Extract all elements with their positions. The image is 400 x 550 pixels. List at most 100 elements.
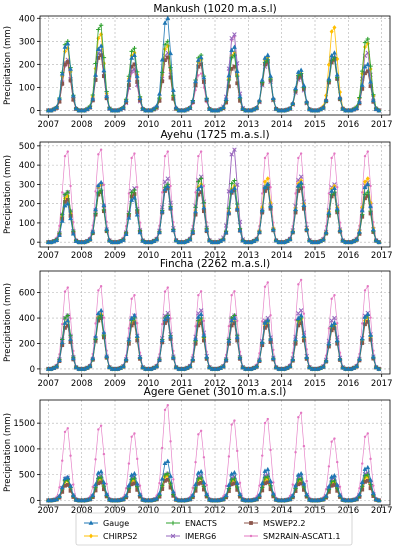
data-point	[262, 320, 268, 325]
data-point	[234, 334, 240, 340]
data-point	[201, 204, 207, 210]
data-point	[198, 176, 204, 181]
y-tick-label: 600	[19, 289, 35, 299]
data-point	[201, 74, 207, 80]
data-point	[336, 186, 339, 189]
data-point	[60, 81, 65, 86]
data-point	[66, 286, 69, 289]
data-point	[240, 105, 246, 111]
data-point	[99, 424, 103, 427]
data-point	[198, 308, 204, 313]
data-point	[137, 95, 143, 101]
data-point	[368, 79, 373, 84]
data-point	[332, 185, 337, 191]
data-point	[268, 478, 273, 484]
data-point	[265, 186, 270, 191]
y-tick-label: 1500	[13, 419, 35, 429]
data-point	[337, 492, 343, 497]
data-point	[84, 238, 90, 243]
data-point	[184, 365, 190, 370]
data-point	[130, 435, 133, 439]
data-point	[329, 53, 335, 58]
data-point	[193, 488, 198, 493]
data-point	[293, 489, 298, 493]
data-point	[337, 227, 343, 233]
data-point	[87, 236, 93, 241]
data-point	[330, 156, 333, 160]
x-tick-label: 2014	[271, 379, 293, 389]
data-point	[223, 492, 229, 498]
data-point	[123, 231, 129, 237]
data-point	[348, 239, 354, 244]
data-point	[340, 106, 346, 111]
data-point	[130, 156, 133, 160]
data-point	[223, 96, 229, 101]
data-point	[196, 179, 201, 184]
data-point	[65, 189, 70, 195]
data-point	[320, 364, 326, 369]
data-point	[82, 107, 87, 113]
data-point	[266, 152, 269, 155]
data-point	[207, 496, 212, 502]
data-point	[220, 363, 226, 369]
series-line	[48, 309, 380, 370]
data-point	[201, 484, 207, 489]
x-tick-label: 2013	[238, 251, 260, 261]
data-point	[270, 95, 276, 101]
data-point	[268, 203, 273, 209]
y-tick-label: 300	[19, 180, 35, 190]
data-point	[196, 481, 201, 486]
data-point	[363, 196, 367, 201]
data-point	[171, 93, 176, 98]
data-point	[201, 479, 207, 485]
data-point	[72, 483, 75, 486]
data-point	[287, 363, 293, 369]
data-point	[363, 289, 367, 292]
data-point	[262, 55, 268, 60]
data-point	[97, 428, 100, 431]
data-point	[268, 73, 273, 78]
x-tick-label: 2012	[204, 379, 226, 389]
data-point	[295, 182, 301, 188]
data-point	[68, 78, 73, 83]
data-point	[360, 341, 365, 345]
x-tick-label: 2011	[171, 120, 193, 130]
data-point	[232, 32, 237, 37]
data-point	[107, 496, 112, 502]
data-point	[259, 77, 265, 82]
data-point	[332, 473, 337, 478]
data-point	[57, 95, 62, 101]
data-point	[240, 237, 246, 243]
data-point	[165, 310, 171, 316]
data-point	[299, 481, 304, 486]
data-point	[330, 440, 333, 443]
data-point	[259, 339, 265, 345]
data-point	[326, 341, 332, 346]
data-point	[265, 480, 270, 485]
data-point	[90, 355, 96, 361]
data-point	[87, 496, 93, 501]
data-point	[363, 179, 367, 185]
data-point	[293, 85, 298, 91]
data-point	[101, 74, 106, 79]
x-tick-label: 2011	[171, 251, 193, 261]
data-point	[165, 55, 170, 60]
data-point	[199, 150, 203, 153]
data-point	[287, 236, 293, 241]
data-point	[299, 278, 303, 282]
data-point	[254, 363, 260, 369]
x-tick-label: 2010	[138, 506, 160, 516]
data-point	[226, 72, 232, 78]
data-point	[323, 493, 329, 498]
data-point	[162, 316, 168, 322]
data-point	[127, 327, 131, 330]
data-point	[95, 46, 101, 51]
data-point	[368, 486, 373, 491]
x-tick-label: 2007	[38, 251, 60, 261]
x-tick-label: 2007	[38, 120, 60, 130]
data-point	[101, 67, 107, 73]
data-point	[132, 195, 137, 200]
data-point	[229, 181, 234, 186]
data-point	[151, 365, 157, 370]
data-point	[220, 496, 226, 501]
